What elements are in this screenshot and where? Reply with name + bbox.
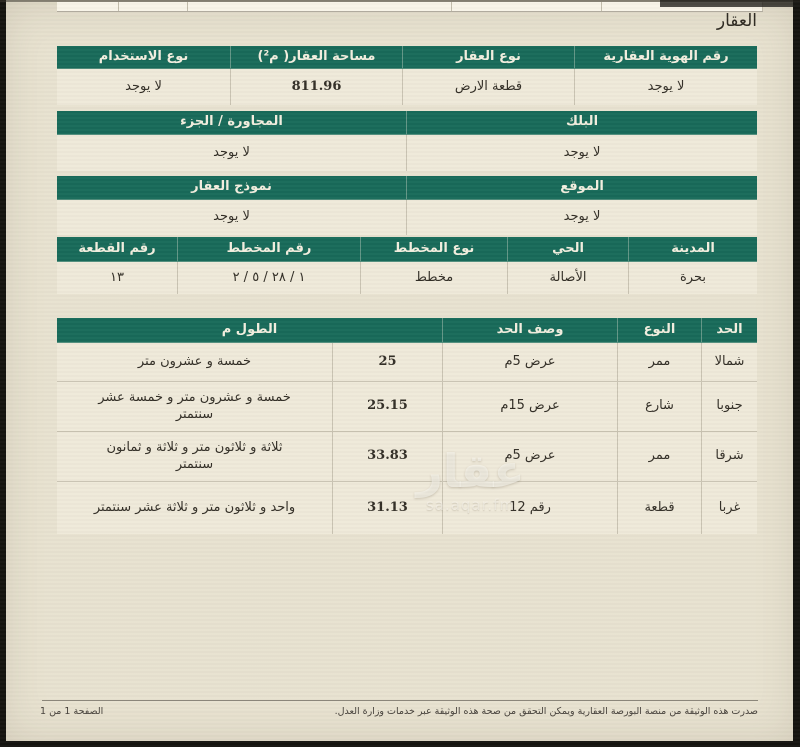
header-cell-district: الحي [508,237,629,261]
cutoff-table-row [57,2,763,12]
cell-length-text: ثلاثة و ثلاثون متر و ثلاثة و ثمانون سنتم… [57,432,333,481]
boundary-row-north: شمالا ممر عرض 5م 25 خمسة و عشرون متر [57,343,757,381]
cell-description: عرض 5م [443,343,618,381]
cell-boundary: شرقا [715,448,744,464]
header-cell-boundary-type: النوع [618,318,702,342]
cell-type: ممر [618,432,702,481]
cell-description: رقم 12 [443,482,618,534]
cell-length: 33.83 [333,432,443,481]
header-cell-plot-number: رقم القطعة [57,237,178,261]
footer: صدرت هذه الوثيقة من منصة البورصة العقاري… [40,706,758,717]
property-summary-table: رقم الهوية العقارية نوع العقار مساحة الع… [57,46,757,105]
header-cell-length-m: الطول م [57,318,443,342]
location-section-table: الموقع نموذج العقار لا يوجد لا يوجد [57,176,757,235]
value-cell-location: لا يوجد [563,209,601,225]
value-cell-plot-number: ١٣ [57,262,178,294]
header-cell-location: الموقع [560,179,604,195]
value-cell-property-type: قطعة الارض [403,69,575,105]
cell-type: شارع [618,382,702,431]
cell-length-text: خمسة و عشرون متر [57,343,333,381]
property-summary-value-row: لا يوجد قطعة الارض 811.96 لا يوجد [57,69,757,105]
section-title: العقار [716,11,757,31]
property-summary-header-row: رقم الهوية العقارية نوع العقار مساحة الع… [57,46,757,69]
photo-edge-right [793,0,800,747]
value-cell-property-model: لا يوجد [57,200,407,235]
footer-note: صدرت هذه الوثيقة من منصة البورصة العقاري… [334,706,758,717]
boundaries-table: الحد النوع وصف الحد الطول م شمالا ممر عر… [57,318,757,534]
cutoff-cell-divider [601,2,602,11]
value-cell-usage-type: لا يوجد [57,69,231,105]
boundaries-header-row: الحد النوع وصف الحد الطول م [57,318,757,343]
block-header-row: البلك المجاورة / الجزء [57,111,757,135]
block-value-row: لا يوجد لا يوجد [57,135,757,171]
cell-type: ممر [618,343,702,381]
boundary-row-west: غربا قطعة رقم 12 31.13 واحد و ثلاثون متر… [57,481,757,534]
photo-edge-left [0,0,6,747]
value-cell-plan-number: ١ / ٢٨ / ٥ / ٢ [178,262,361,294]
header-cell-property-model: نموذج العقار [57,176,407,199]
header-cell-adjacency: المجاورة / الجزء [57,111,407,134]
boundary-row-south: جنوبا شارع عرض 15م 25.15 خمسة و عشرون مت… [57,381,757,431]
header-cell-plan-number: رقم المخطط [178,237,361,261]
cell-description: عرض 15م [443,382,618,431]
cell-length: 31.13 [333,482,443,534]
plan-header-row: المدينة الحي نوع المخطط رقم المخطط رقم ا… [57,237,757,262]
header-cell-usage-type: نوع الاستخدام [57,46,231,68]
header-cell-property-type: نوع العقار [403,46,575,68]
boundary-row-east: شرقا ممر عرض 5م 33.83 ثلاثة و ثلاثون متر… [57,431,757,481]
value-cell-district: الأصالة [508,262,629,294]
header-cell-city: المدينة [671,240,715,256]
header-cell-property-area: مساحة العقار( م²) [231,46,403,68]
cell-length: 25.15 [333,382,443,431]
cell-length-text: واحد و ثلاثون متر و ثلاثة عشر سنتمتر [57,482,333,534]
plan-table: المدينة الحي نوع المخطط رقم المخطط رقم ا… [57,237,757,294]
cell-boundary: جنوبا [716,398,743,414]
value-cell-property-id: لا يوجد [647,78,685,94]
cell-type: قطعة [618,482,702,534]
block-section-table: البلك المجاورة / الجزء لا يوجد لا يوجد [57,111,757,171]
value-cell-block: لا يوجد [563,144,601,160]
header-cell-property-id: رقم الهوية العقارية [603,48,729,64]
cell-boundary: شمالا [714,353,745,369]
value-cell-plan-type: مخطط [361,262,508,294]
value-cell-property-area: 811.96 [231,69,403,105]
footer-divider [42,700,758,701]
plan-value-row: بحرة الأصالة مخطط ١ / ٢٨ / ٥ / ٢ ١٣ [57,262,757,294]
value-cell-adjacency: لا يوجد [57,135,407,171]
location-header-row: الموقع نموذج العقار [57,176,757,200]
photo-edge-bottom [0,741,800,747]
cell-description: عرض 5م [443,432,618,481]
cutoff-cell-divider [451,2,452,11]
header-cell-plan-type: نوع المخطط [361,237,508,261]
photo-edge-top [0,0,800,2]
cutoff-cell-divider [187,2,188,11]
cell-length: 25 [333,343,443,381]
cell-boundary: غربا [718,499,741,515]
header-cell-boundary: الحد [716,321,743,337]
location-value-row: لا يوجد لا يوجد [57,200,757,235]
photo-edge-top-right [660,0,800,7]
cell-length-text: خمسة و عشرون متر و خمسة عشر سنتمتر [57,382,333,431]
cutoff-cell-divider [118,2,119,11]
footer-page-indicator: الصفحة 1 من 1 [40,706,104,717]
header-cell-boundary-description: وصف الحد [443,318,618,342]
value-cell-city: بحرة [680,269,706,285]
header-cell-block: البلك [565,114,599,130]
